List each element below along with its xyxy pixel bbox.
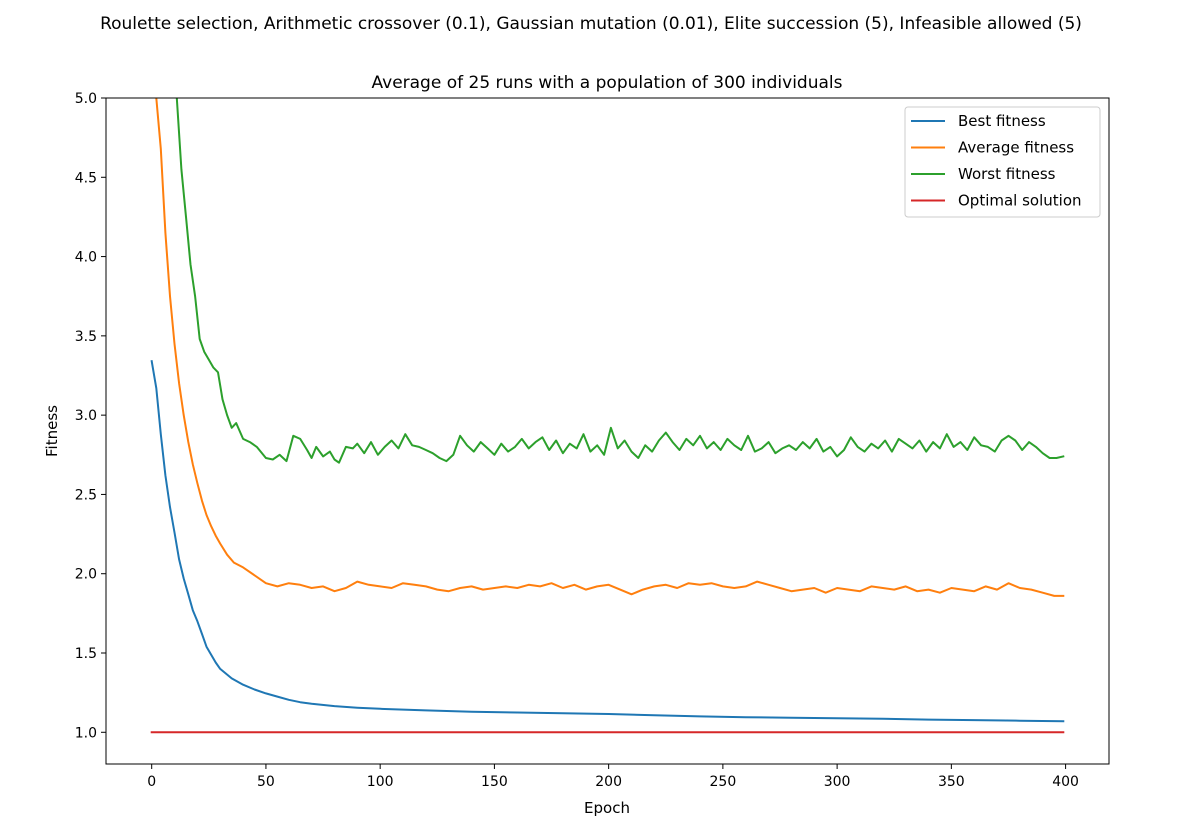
chart-title: Average of 25 runs with a population of … [372, 73, 843, 93]
legend-frame [904, 106, 1101, 218]
y-tick-label: 2.5 [75, 487, 97, 503]
series-line-average-fitness [155, 98, 1065, 597]
legend-label-best-fitness: Best fitness [958, 112, 1046, 130]
legend: Best fitness Average fitness Worst fitness… [904, 106, 1101, 218]
y-tick-label: 5.0 [75, 91, 97, 107]
x-tick-label: 150 [481, 774, 508, 790]
series-line-best-fitness [150, 360, 1065, 723]
x-tick-label: 200 [595, 774, 622, 790]
y-tick-label: 3.0 [75, 408, 97, 424]
x-tick-label: 0 [147, 774, 156, 790]
series-layer [150, 98, 1065, 734]
series-line-worst-fitness [175, 98, 1065, 464]
x-tick-label: 350 [938, 774, 965, 790]
x-axis: 0 50 100 150 200 250 300 350 400 [147, 764, 1079, 790]
y-tick-label: 1.0 [75, 725, 97, 741]
y-tick-label: 4.0 [75, 250, 97, 266]
y-axis: 1.0 1.5 2.0 2.5 3.0 3.5 4.0 4.5 5.0 [75, 91, 106, 741]
y-tick-label: 4.5 [75, 170, 97, 186]
y-tick-label: 3.5 [75, 329, 97, 345]
y-tick-label: 1.5 [75, 646, 97, 662]
x-tick-label: 400 [1052, 774, 1079, 790]
x-tick-label: 100 [367, 774, 394, 790]
x-axis-label: Epoch [584, 799, 630, 817]
x-tick-label: 50 [257, 774, 275, 790]
y-axis-label: Fitness [43, 405, 61, 457]
y-tick-label: 2.0 [75, 567, 97, 583]
legend-label-average-fitness: Average fitness [958, 139, 1074, 157]
plot-frame [105, 97, 1110, 765]
figure-suptitle: Roulette selection, Arithmetic crossover… [100, 14, 1082, 34]
x-tick-label: 250 [710, 774, 737, 790]
legend-label-optimal-solution: Optimal solution [958, 192, 1082, 210]
x-tick-label: 300 [824, 774, 851, 790]
legend-label-worst-fitness: Worst fitness [958, 165, 1056, 183]
